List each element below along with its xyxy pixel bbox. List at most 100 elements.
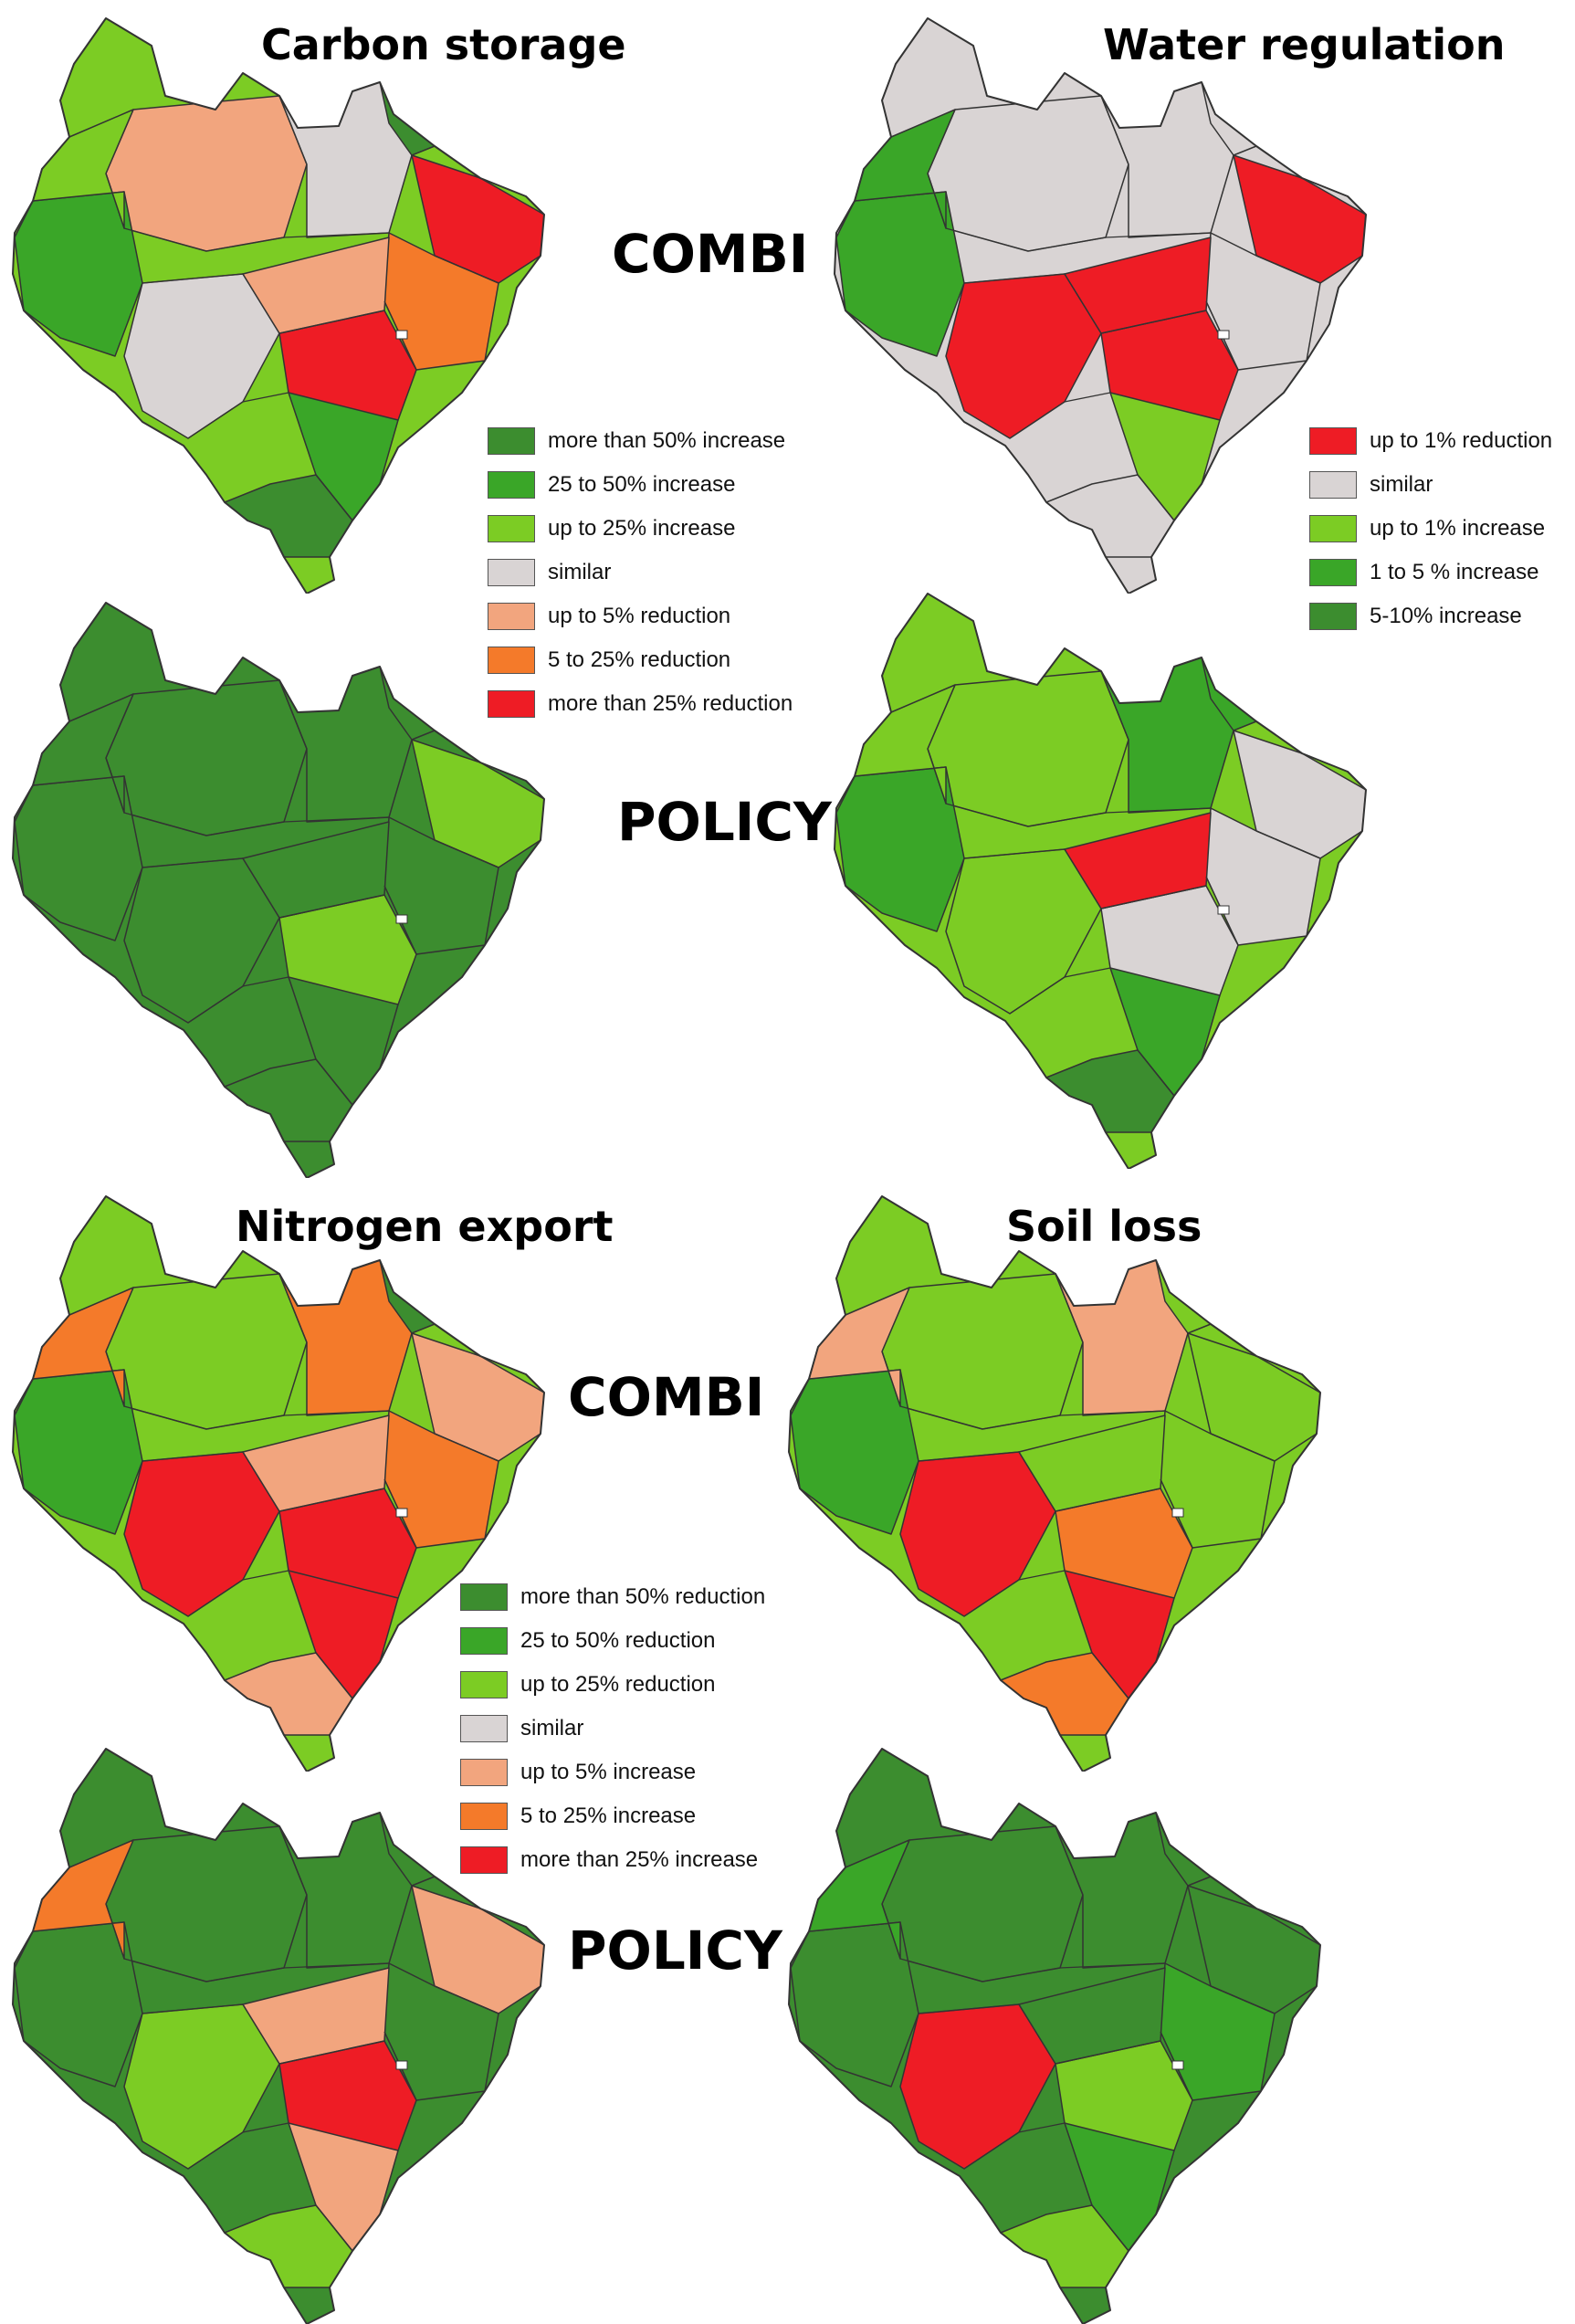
- state-border: [1009, 392, 1111, 439]
- federal-district: [395, 330, 408, 340]
- legend-item: up to 1% increase: [1309, 507, 1552, 551]
- federal-district: [1217, 330, 1230, 340]
- legend-label: up to 5% reduction: [548, 604, 731, 628]
- state-border: [278, 1825, 308, 1896]
- map-region: [105, 679, 308, 836]
- map-region: [881, 1273, 1084, 1430]
- nitrogen-combi-map-svg: [12, 1195, 545, 1772]
- state-border: [1100, 95, 1129, 165]
- federal-district: [395, 2060, 408, 2070]
- map-region: [881, 1825, 1084, 1982]
- soil-combi-map: [782, 1187, 1329, 1772]
- state-border: [434, 255, 499, 284]
- map-region: [14, 1369, 143, 1535]
- soil-loss-title: Soil loss: [1006, 1202, 1202, 1251]
- state-border: [187, 392, 289, 439]
- carbon-storage-title: Carbon storage: [261, 20, 626, 69]
- state-border: [142, 857, 244, 868]
- federal-district: [395, 914, 408, 924]
- legend-swatch: [488, 515, 535, 542]
- water-policy-map: [827, 584, 1375, 1169]
- legend-label: more than 25% reduction: [548, 691, 793, 716]
- state-border: [1100, 885, 1207, 910]
- state-border: [881, 1351, 901, 1407]
- country-border: [834, 17, 1367, 594]
- legend-swatch: [488, 603, 535, 630]
- state-border: [315, 1058, 353, 1106]
- legend-swatch: [1309, 515, 1357, 542]
- state-border: [278, 2040, 385, 2065]
- legend-label: 5 to 25% reduction: [548, 647, 731, 672]
- state-border: [105, 1351, 125, 1407]
- legend-label: up to 1% increase: [1370, 516, 1546, 541]
- state-border: [434, 1433, 499, 1462]
- policy-label-top: POLICY: [617, 791, 832, 853]
- water-combi-map: [827, 9, 1375, 594]
- legend-label: similar: [548, 560, 612, 584]
- country-border: [788, 1748, 1321, 2324]
- state-border: [945, 227, 1212, 252]
- state-border: [315, 474, 353, 521]
- legend-item: similar: [1309, 463, 1552, 507]
- legend-item: 5-10% increase: [1309, 594, 1552, 638]
- state-border: [315, 2204, 353, 2252]
- state-border: [1210, 1433, 1276, 1462]
- legend-swatch: [1309, 559, 1357, 586]
- state-border: [963, 273, 1066, 284]
- state-border: [1255, 255, 1321, 284]
- state-border: [899, 1405, 1166, 1430]
- legend-label: more than 50% increase: [548, 428, 786, 453]
- state-border: [142, 273, 244, 284]
- country-border: [12, 602, 545, 1178]
- legend-label: up to 25% reduction: [520, 1672, 716, 1697]
- state-border: [963, 2122, 1066, 2170]
- state-border: [315, 1652, 353, 1699]
- federal-district: [1171, 2060, 1184, 2070]
- state-border: [1091, 2204, 1129, 2252]
- state-border: [963, 1570, 1066, 1617]
- legend-swatch: [460, 1627, 508, 1655]
- legend-swatch: [460, 1759, 508, 1786]
- state-border: [434, 839, 499, 868]
- legend-label: up to 1% reduction: [1370, 428, 1553, 453]
- soil-policy-map-svg: [788, 1748, 1321, 2324]
- nitrogen-policy-map-svg: [12, 1748, 545, 2324]
- state-border: [1009, 967, 1111, 1015]
- state-border: [278, 95, 308, 165]
- map-region: [105, 95, 308, 252]
- carbon-combi-map: [5, 9, 553, 594]
- state-border: [105, 757, 125, 814]
- water-regulation-title: Water regulation: [1103, 20, 1506, 69]
- map-region: [14, 1921, 143, 2087]
- combi-label-bottom: COMBI: [568, 1366, 765, 1428]
- legend-item: similar: [488, 551, 793, 594]
- carbon-policy-map: [5, 594, 553, 1178]
- legend-label: similar: [520, 1716, 584, 1740]
- state-border: [1055, 1488, 1161, 1512]
- state-border: [434, 1985, 499, 2014]
- water-policy-map-svg: [834, 593, 1367, 1169]
- legend-label: 5 to 25% increase: [520, 1803, 697, 1828]
- map-region: [835, 191, 965, 357]
- legend-item: 25 to 50% reduction: [460, 1619, 765, 1663]
- state-border: [927, 173, 947, 229]
- state-border: [105, 1903, 125, 1960]
- legend-label: 25 to 50% reduction: [520, 1628, 716, 1653]
- state-border: [142, 2003, 244, 2014]
- country-border: [12, 17, 545, 594]
- state-border: [123, 1405, 390, 1430]
- country-border: [834, 593, 1367, 1169]
- legend-swatch: [460, 1671, 508, 1698]
- country-border: [12, 1195, 545, 1772]
- federal-district: [395, 1508, 408, 1518]
- legend-item: more than 25% reduction: [488, 682, 793, 726]
- legend-label: up to 25% increase: [548, 516, 736, 541]
- legend-item: 5 to 25% increase: [460, 1794, 765, 1838]
- state-border: [945, 803, 1212, 827]
- state-border: [123, 1958, 390, 1982]
- federal-district: [1217, 905, 1230, 915]
- federal-district: [1171, 1508, 1184, 1518]
- country-border: [12, 1748, 545, 2324]
- water-legend: up to 1% reduction similar up to 1% increa…: [1309, 419, 1552, 638]
- state-border: [1255, 830, 1321, 859]
